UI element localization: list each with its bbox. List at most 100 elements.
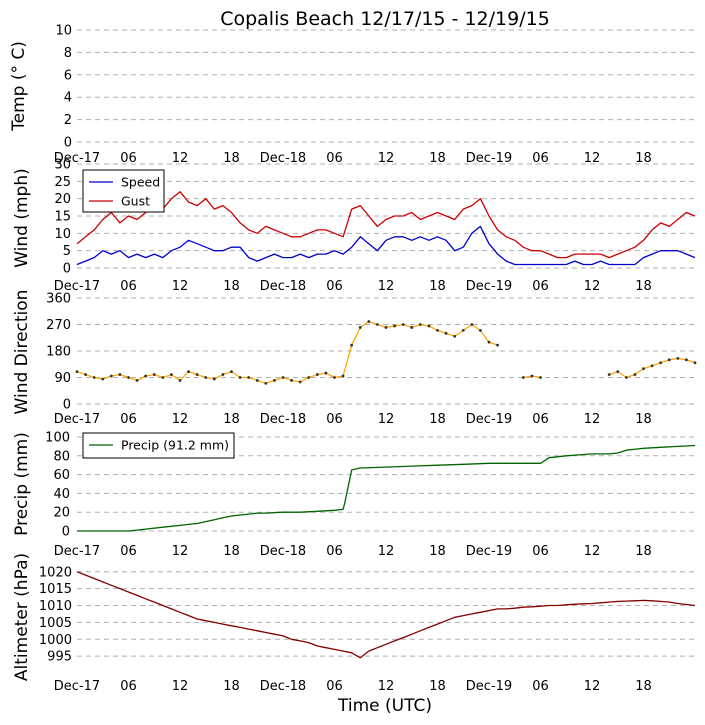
direction-point [470, 323, 474, 326]
y-axis-label: Wind (mph) [12, 168, 32, 268]
y-tick-label: 1010 [39, 599, 72, 614]
panel-5: 995 1000 1005 1010 1015 1020 Altimeter (hPa) De… [12, 553, 696, 694]
precip-legend: Precip (91.2 mm) [82, 432, 235, 459]
direction-point [230, 370, 233, 374]
x-tick-label: 12 [378, 279, 395, 294]
direction-point [418, 323, 422, 326]
x-tick-label: 18 [429, 279, 446, 294]
direction-point [170, 373, 173, 376]
y-tick-label: 0 [63, 262, 71, 277]
x-tick-label: 12 [584, 412, 601, 427]
legend-label-gust: Gust [121, 194, 150, 209]
x-tick-label: 06 [326, 679, 343, 694]
direction-point [350, 343, 354, 347]
direction-point [333, 376, 336, 379]
x-tick-label: Dec-18 [260, 412, 306, 427]
y-tick-label: 6 [64, 68, 72, 83]
y-tick-label: 8 [64, 46, 72, 61]
x-tick-label: 12 [378, 679, 395, 694]
x-tick-label: Dec-19 [466, 544, 512, 559]
direction-point [496, 343, 499, 347]
x-tick-label: 18 [635, 151, 652, 166]
legend-label-speed: Speed [121, 175, 160, 190]
x-tick-label: Dec-17 [54, 151, 100, 166]
x-tick-label: 18 [223, 151, 240, 166]
direction-point [281, 376, 285, 379]
x-tick-label: 06 [120, 544, 137, 559]
direction-point [444, 331, 448, 335]
direction-point [152, 373, 156, 376]
direction-point [479, 328, 482, 332]
x-tick-label: 18 [223, 412, 240, 427]
y-tick-label: 90 [54, 371, 71, 386]
x-tick-label: 06 [120, 412, 137, 427]
x-tick-label: 18 [635, 679, 652, 694]
direction-point [221, 373, 225, 376]
direction-point [84, 373, 87, 376]
y-tick-label: 10 [54, 227, 71, 242]
series-line-panel3 [76, 320, 696, 385]
x-tick-label: 12 [584, 544, 601, 559]
x-tick-label: Dec-17 [54, 679, 100, 694]
direction-point [92, 376, 96, 379]
x-tick-label: Dec-19 [466, 679, 512, 694]
direction-point [101, 377, 105, 381]
x-tick-label: 06 [120, 279, 137, 294]
direction-point [539, 376, 542, 379]
x-tick-label: 18 [223, 544, 240, 559]
y-tick-label: 1015 [39, 582, 72, 597]
direction-point [204, 376, 208, 379]
direction-point [530, 374, 534, 378]
direction-point [127, 376, 130, 379]
direction-point [487, 340, 491, 344]
direction-point [436, 328, 439, 332]
x-tick-label: 06 [326, 412, 343, 427]
direction-point [341, 374, 345, 378]
series-line-speed [76, 225, 696, 266]
y-tick-label: 40 [53, 487, 70, 502]
x-tick-label: Dec-18 [260, 679, 306, 694]
direction-point [75, 370, 79, 374]
direction-point [642, 367, 645, 371]
x-tick-label: 18 [635, 412, 652, 427]
direction-point [315, 373, 319, 376]
direction-point [453, 334, 457, 338]
direction-point [255, 379, 259, 382]
x-tick-label: 06 [532, 151, 549, 166]
panel-3: 0 90 180 270 360 Wind Direction Dec-17 06 12 18 De… [12, 290, 697, 427]
x-tick-label: 06 [532, 544, 549, 559]
x-tick-label: 12 [378, 412, 395, 427]
legend-box [82, 169, 165, 213]
direction-point [298, 380, 302, 384]
x-tick-label: 18 [635, 279, 652, 294]
y-axis-label: Wind Direction [12, 290, 32, 415]
direction-point [659, 361, 663, 365]
direction-point [693, 361, 697, 365]
x-tick-label: 12 [172, 412, 189, 427]
direction-point [521, 376, 525, 379]
x-tick-label: 06 [120, 151, 137, 166]
direction-point [650, 364, 654, 368]
series-line-precip [77, 444, 696, 532]
x-tick-label: 12 [172, 679, 189, 694]
x-tick-label: 18 [223, 279, 240, 294]
y-tick-label: 360 [46, 292, 71, 307]
direction-point [109, 374, 113, 378]
x-tick-label: 12 [172, 279, 189, 294]
y-tick-label: 25 [54, 175, 71, 190]
y-axis-label: Temp (° C) [9, 41, 29, 132]
direction-point [135, 379, 139, 382]
y-tick-label: 30 [54, 158, 71, 173]
x-tick-label: 06 [326, 279, 343, 294]
direction-point [195, 373, 199, 376]
y-tick-label: 0 [62, 525, 70, 540]
x-tick-label: 06 [326, 151, 343, 166]
chart-title: Copalis Beach 12/17/15 - 12/19/15 [220, 8, 550, 30]
y-tick-label: 270 [46, 318, 71, 333]
x-tick-label: Dec-19 [466, 412, 512, 427]
x-tick-label: 06 [532, 412, 549, 427]
y-tick-label: 180 [46, 345, 71, 360]
direction-point [384, 326, 388, 329]
x-tick-label: Dec-18 [260, 279, 306, 294]
